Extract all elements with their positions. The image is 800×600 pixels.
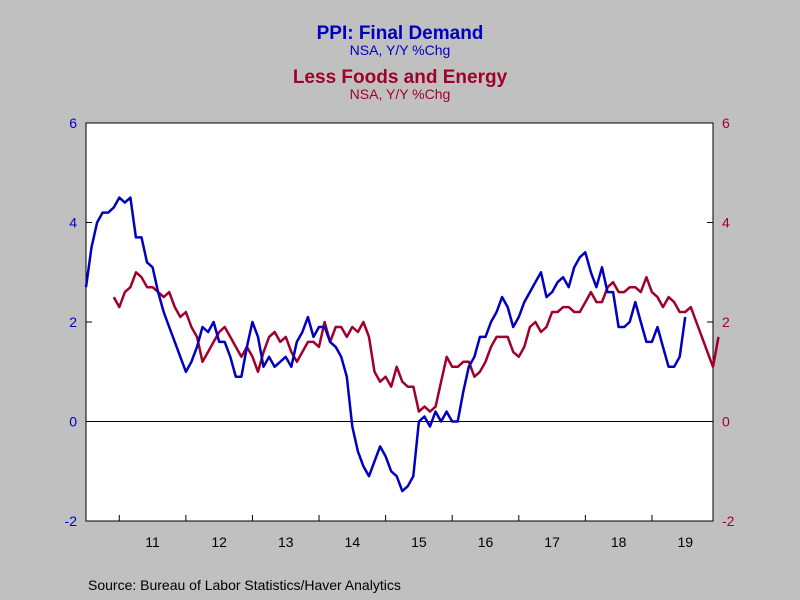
y-tick-label-left: 4 [69, 215, 77, 231]
y-tick-label-right: 2 [722, 314, 730, 330]
y-tick-label-right: -2 [722, 513, 735, 529]
x-axis: 11 12 13 14 15 16 17 18 19 [118, 515, 693, 550]
x-tick-label: 15 [411, 534, 427, 550]
y-tick-label-right: 0 [722, 414, 730, 430]
chart-title: PPI: Final Demand [317, 23, 484, 44]
chart-title-2: Less Foods and Energy [293, 67, 508, 88]
y-tick-label-left: 2 [69, 314, 77, 330]
x-tick-label: 19 [677, 534, 693, 550]
y-tick-label-right: 4 [722, 215, 730, 231]
y-axis-left: -2 0 2 4 6 [65, 115, 92, 529]
x-tick-label: 17 [544, 534, 560, 550]
x-tick-label: 11 [145, 534, 160, 550]
series-line-ppi-final-demand [84, 196, 687, 493]
chart-title-subtitle: NSA, Y/Y %Chg [350, 42, 451, 58]
source-note: Source: Bureau of Labor Statistics/Haver… [88, 577, 401, 593]
x-tick-label: 18 [611, 534, 627, 550]
y-tick-label-left: 6 [69, 115, 77, 131]
x-tick-label: 16 [478, 534, 494, 550]
series-line-less-foods-and-energy [112, 271, 720, 413]
x-tick-label: 13 [278, 534, 294, 550]
y-tick-label-right: 6 [722, 115, 730, 131]
y-tick-label-left: 0 [69, 414, 77, 430]
y-axis-right: -2 0 2 4 6 [707, 115, 735, 529]
chart-title-2-subtitle: NSA, Y/Y %Chg [350, 86, 451, 102]
y-tick-label-left: -2 [65, 513, 78, 529]
x-tick-label: 14 [345, 534, 361, 550]
x-tick-label: 12 [211, 534, 227, 550]
